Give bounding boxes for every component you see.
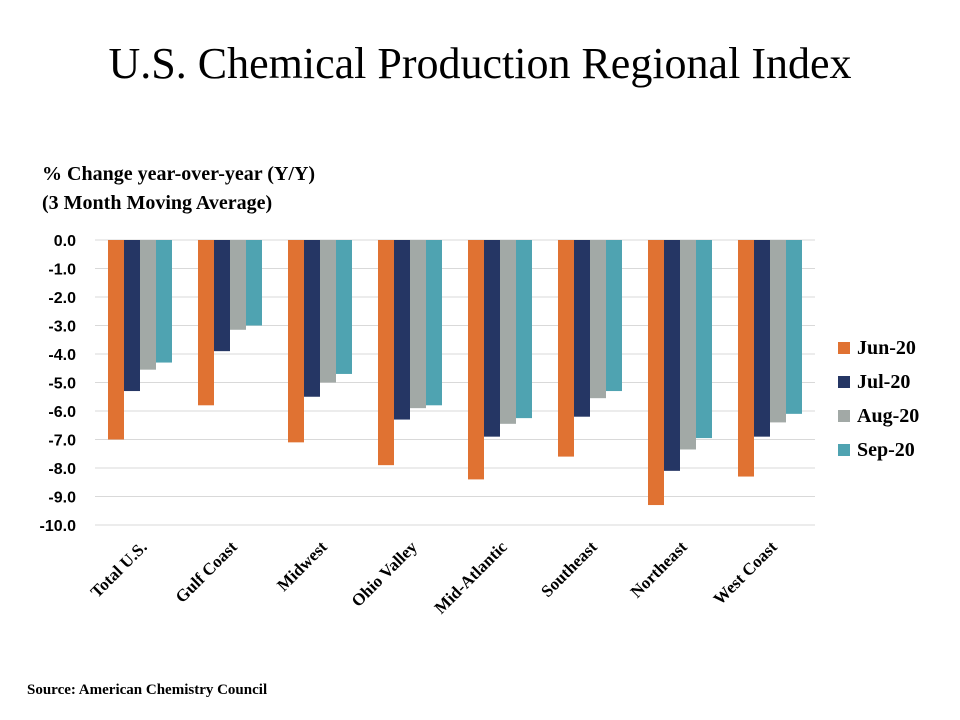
legend-swatch xyxy=(838,410,850,422)
x-tick-label: Mid-Atlantic xyxy=(431,537,512,618)
legend-swatch xyxy=(838,342,850,354)
bar xyxy=(108,240,124,440)
bar xyxy=(558,240,574,457)
bar xyxy=(230,240,246,330)
x-tick-label: Northeast xyxy=(627,537,691,601)
bar xyxy=(410,240,426,409)
y-tick-label: -3.0 xyxy=(48,319,76,336)
bar xyxy=(124,240,140,392)
bar xyxy=(516,240,532,419)
x-tick-label: Southeast xyxy=(537,537,601,601)
y-tick-label: -6.0 xyxy=(48,404,76,421)
bar xyxy=(156,240,172,363)
bar xyxy=(246,240,262,326)
axis-label: (3 Month Moving Average) xyxy=(42,192,272,214)
bar xyxy=(680,240,696,450)
bar xyxy=(214,240,230,352)
y-tick-label: -9.0 xyxy=(48,490,76,507)
chart-title: U.S. Chemical Production Regional Index xyxy=(109,39,852,88)
bar xyxy=(754,240,770,437)
bar xyxy=(468,240,484,480)
legend-swatch xyxy=(838,376,850,388)
y-tick-label: -7.0 xyxy=(48,433,76,450)
legend-label: Jul-20 xyxy=(857,371,910,393)
legend-label: Sep-20 xyxy=(857,439,915,461)
bar xyxy=(484,240,500,437)
bar xyxy=(606,240,622,392)
bar xyxy=(288,240,304,443)
bar xyxy=(320,240,336,383)
bar xyxy=(770,240,786,423)
legend-label: Jun-20 xyxy=(857,337,916,359)
bar xyxy=(336,240,352,374)
legend-label: Aug-20 xyxy=(857,405,919,427)
bar xyxy=(738,240,754,477)
bar xyxy=(378,240,394,466)
bar xyxy=(304,240,320,397)
bar xyxy=(500,240,516,424)
legend-swatch xyxy=(838,444,850,456)
y-tick-label: -4.0 xyxy=(48,347,76,364)
x-tick-label: Gulf Coast xyxy=(172,537,241,606)
source: Source: American Chemistry Council xyxy=(27,682,267,698)
x-tick-label: Ohio Valley xyxy=(348,537,422,611)
x-tick-label: Midwest xyxy=(273,537,331,595)
bar xyxy=(696,240,712,439)
bar xyxy=(664,240,680,471)
x-tick-label: West Coast xyxy=(710,537,781,608)
y-tick-label: -5.0 xyxy=(48,376,76,393)
bar xyxy=(590,240,606,399)
bar xyxy=(426,240,442,406)
x-tick-label: Total U.S. xyxy=(87,537,151,601)
y-tick-label: -2.0 xyxy=(48,290,76,307)
y-tick-label: 0.0 xyxy=(54,233,76,250)
bar xyxy=(786,240,802,414)
axis-label: % Change year-over-year (Y/Y) xyxy=(42,163,315,185)
bar xyxy=(648,240,664,506)
y-tick-label: -10.0 xyxy=(40,518,77,535)
bar xyxy=(574,240,590,417)
y-tick-label: -1.0 xyxy=(48,262,76,279)
y-tick-label: -8.0 xyxy=(48,461,76,478)
bar xyxy=(140,240,156,370)
bar xyxy=(198,240,214,406)
bar xyxy=(394,240,410,420)
